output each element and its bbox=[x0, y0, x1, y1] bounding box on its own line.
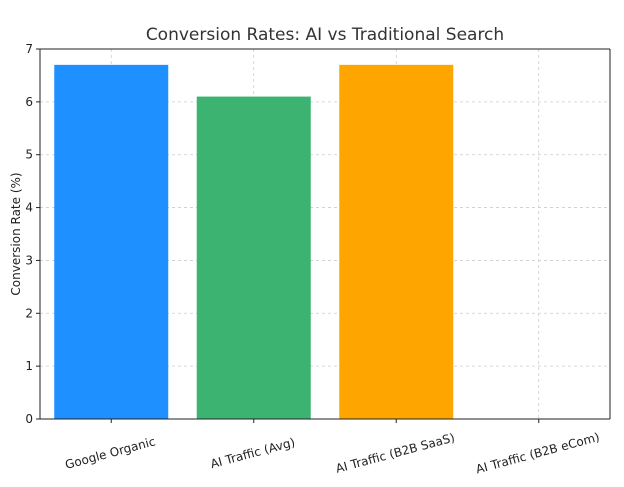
chart-title: Conversion Rates: AI vs Traditional Sear… bbox=[146, 25, 504, 45]
x-tick-label: AI Traffic (Avg) bbox=[209, 435, 297, 471]
y-tick-label: 7 bbox=[25, 42, 33, 56]
y-tick-label: 4 bbox=[25, 201, 33, 215]
y-axis-label: Conversion Rate (%) bbox=[9, 172, 23, 295]
axis-layer bbox=[36, 48, 611, 423]
y-tick-label: 6 bbox=[25, 95, 33, 109]
x-tick-label: AI Traffic (B2B eCom) bbox=[474, 430, 601, 477]
x-tick-label: AI Traffic (B2B SaaS) bbox=[334, 431, 456, 476]
bar-layer bbox=[54, 64, 454, 420]
y-tick-label: 2 bbox=[25, 306, 33, 320]
bar bbox=[54, 64, 169, 419]
y-tick-label: 0 bbox=[25, 412, 33, 426]
y-tick-label: 3 bbox=[25, 253, 33, 267]
bar bbox=[196, 96, 311, 420]
x-tick-label: Google Organic bbox=[64, 434, 157, 472]
bar bbox=[339, 64, 454, 419]
y-tick-label: 1 bbox=[25, 359, 33, 373]
y-tick-label: 5 bbox=[25, 148, 33, 162]
